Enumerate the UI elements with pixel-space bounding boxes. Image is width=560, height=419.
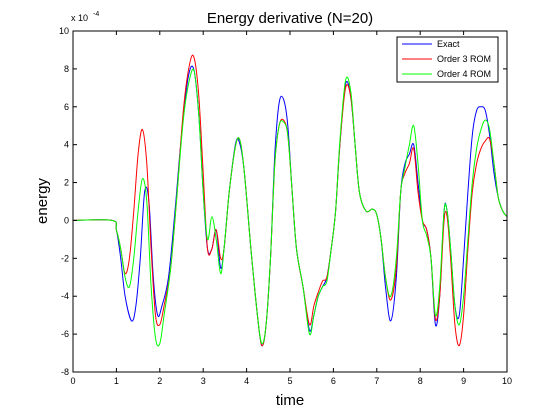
x-tick-label: 7 [374,376,379,386]
x-tick-label: 10 [502,376,512,386]
series-layer [72,54,508,347]
chart-title: Energy derivative (N=20) [207,10,373,27]
x-axis-ticks: 0 1 2 3 4 5 6 7 8 9 10 [70,31,512,386]
legend-label-exact: Exact [437,39,460,49]
y-tick-label: -8 [61,367,69,377]
y-tick-label: -6 [61,329,69,339]
x-axis-label: time [276,392,304,409]
x-tick-label: 9 [461,376,466,386]
series-line-2 [72,68,508,347]
y-tick-label: 6 [64,102,69,112]
x-tick-label: 4 [244,376,249,386]
x-tick-label: 0 [70,376,75,386]
y-axis-ticks: -8 -6 -4 -2 0 2 4 6 8 10 [59,26,507,377]
legend-label-order4: Order 4 ROM [437,69,491,79]
x-tick-label: 8 [418,376,423,386]
y-tick-label: 2 [64,178,69,188]
x-tick-label: 1 [114,376,119,386]
y-tick-label: 0 [64,215,69,225]
x-tick-label: 2 [157,376,162,386]
y-tick-label: -2 [61,253,69,263]
y-tick-label: 4 [64,140,69,150]
y-tick-label: 8 [64,64,69,74]
x-tick-label: 5 [287,376,292,386]
y-exponent-base: x 10 [71,13,88,23]
x-tick-label: 6 [331,376,336,386]
legend: Exact Order 3 ROM Order 4 ROM [396,36,499,83]
y-axis-label: energy [34,178,51,224]
y-exponent-power: -4 [93,11,99,18]
y-tick-label: 10 [59,26,69,36]
y-tick-label: -4 [61,291,69,301]
legend-label-order3: Order 3 ROM [437,54,491,64]
x-tick-label: 3 [201,376,206,386]
